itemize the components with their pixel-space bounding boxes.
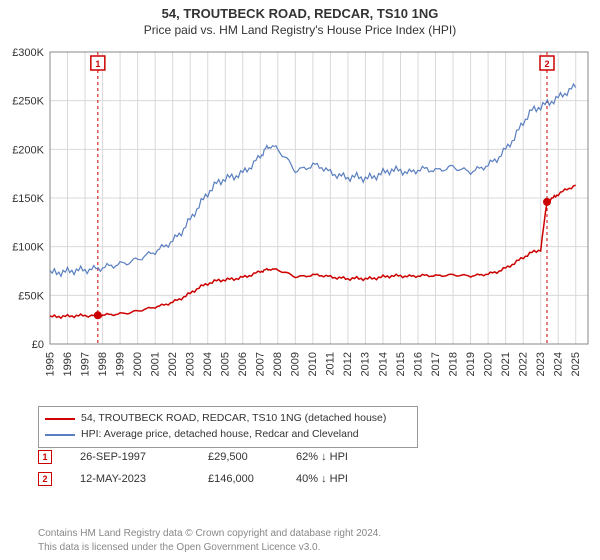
svg-text:1996: 1996	[62, 352, 74, 376]
footer-attribution: Contains HM Land Registry data © Crown c…	[38, 527, 578, 554]
sale-row-marker: 1	[38, 450, 52, 464]
svg-text:1997: 1997	[79, 352, 91, 376]
svg-text:2002: 2002	[167, 352, 179, 376]
svg-text:2000: 2000	[132, 352, 144, 376]
legend-item: 54, TROUTBECK ROAD, REDCAR, TS10 1NG (de…	[45, 411, 411, 427]
legend-label: HPI: Average price, detached house, Redc…	[81, 427, 359, 443]
svg-text:1: 1	[95, 59, 100, 69]
svg-text:2024: 2024	[553, 352, 565, 376]
svg-text:2007: 2007	[255, 352, 267, 376]
legend-swatch	[45, 434, 75, 436]
svg-text:£250K: £250K	[12, 96, 44, 108]
chart-area: £0 £50K £100K £150K £200K £250K £300K 1995 1996 1…	[0, 42, 600, 398]
legend-swatch	[45, 418, 75, 420]
svg-text:2011: 2011	[325, 352, 337, 376]
sales-table: 1 26-SEP-1997 £29,500 62% ↓ HPI 2 12-MAY-2023…	[38, 450, 386, 494]
svg-text:1995: 1995	[44, 352, 56, 376]
svg-text:2013: 2013	[360, 352, 372, 376]
sale-dot-2	[543, 198, 551, 206]
svg-text:2021: 2021	[500, 352, 512, 376]
svg-text:1998: 1998	[97, 352, 109, 376]
svg-text:2017: 2017	[430, 352, 442, 376]
svg-text:2001: 2001	[149, 352, 161, 376]
chart-title: 54, TROUTBECK ROAD, REDCAR, TS10 1NG	[0, 0, 600, 21]
svg-text:2006: 2006	[237, 352, 249, 376]
svg-text:£100K: £100K	[12, 242, 44, 254]
svg-text:£200K: £200K	[12, 144, 44, 156]
chart-subtitle: Price paid vs. HM Land Registry's House …	[0, 21, 600, 41]
svg-text:2023: 2023	[535, 352, 547, 376]
svg-text:2018: 2018	[447, 352, 459, 376]
svg-text:2012: 2012	[342, 352, 354, 376]
sale-hpi-delta: 62% ↓ HPI	[296, 451, 386, 463]
svg-text:2003: 2003	[184, 352, 196, 376]
svg-text:1999: 1999	[114, 352, 126, 376]
chart-svg: £0 £50K £100K £150K £200K £250K £300K 1995 1996 1…	[0, 42, 600, 398]
svg-text:£0: £0	[32, 339, 44, 351]
sale-price: £29,500	[208, 451, 268, 463]
svg-text:2014: 2014	[377, 352, 389, 376]
footer-line-1: Contains HM Land Registry data © Crown c…	[38, 527, 578, 541]
sale-price: £146,000	[208, 473, 268, 485]
svg-text:£300K: £300K	[12, 47, 44, 59]
svg-text:2025: 2025	[570, 352, 582, 376]
legend-item: HPI: Average price, detached house, Redc…	[45, 427, 411, 443]
footer-line-2: This data is licensed under the Open Gov…	[38, 541, 578, 555]
sale-date: 12-MAY-2023	[80, 473, 180, 485]
svg-text:2010: 2010	[307, 352, 319, 376]
sale-row: 2 12-MAY-2023 £146,000 40% ↓ HPI	[38, 472, 386, 486]
legend-box: 54, TROUTBECK ROAD, REDCAR, TS10 1NG (de…	[38, 406, 418, 448]
svg-text:2019: 2019	[465, 352, 477, 376]
svg-text:2008: 2008	[272, 352, 284, 376]
sale-hpi-delta: 40% ↓ HPI	[296, 473, 386, 485]
svg-text:2020: 2020	[482, 352, 494, 376]
svg-text:2009: 2009	[290, 352, 302, 376]
sale-dot-1	[94, 311, 102, 319]
legend-label: 54, TROUTBECK ROAD, REDCAR, TS10 1NG (de…	[81, 411, 386, 427]
sale-row-marker: 2	[38, 472, 52, 486]
svg-text:£150K: £150K	[12, 193, 44, 205]
svg-text:2004: 2004	[202, 352, 214, 376]
svg-text:2005: 2005	[220, 352, 232, 376]
svg-text:2016: 2016	[412, 352, 424, 376]
svg-text:2015: 2015	[395, 352, 407, 376]
sale-row: 1 26-SEP-1997 £29,500 62% ↓ HPI	[38, 450, 386, 464]
svg-text:£50K: £50K	[18, 290, 44, 302]
svg-text:2022: 2022	[517, 352, 529, 376]
sale-date: 26-SEP-1997	[80, 451, 180, 463]
svg-text:2: 2	[544, 59, 549, 69]
